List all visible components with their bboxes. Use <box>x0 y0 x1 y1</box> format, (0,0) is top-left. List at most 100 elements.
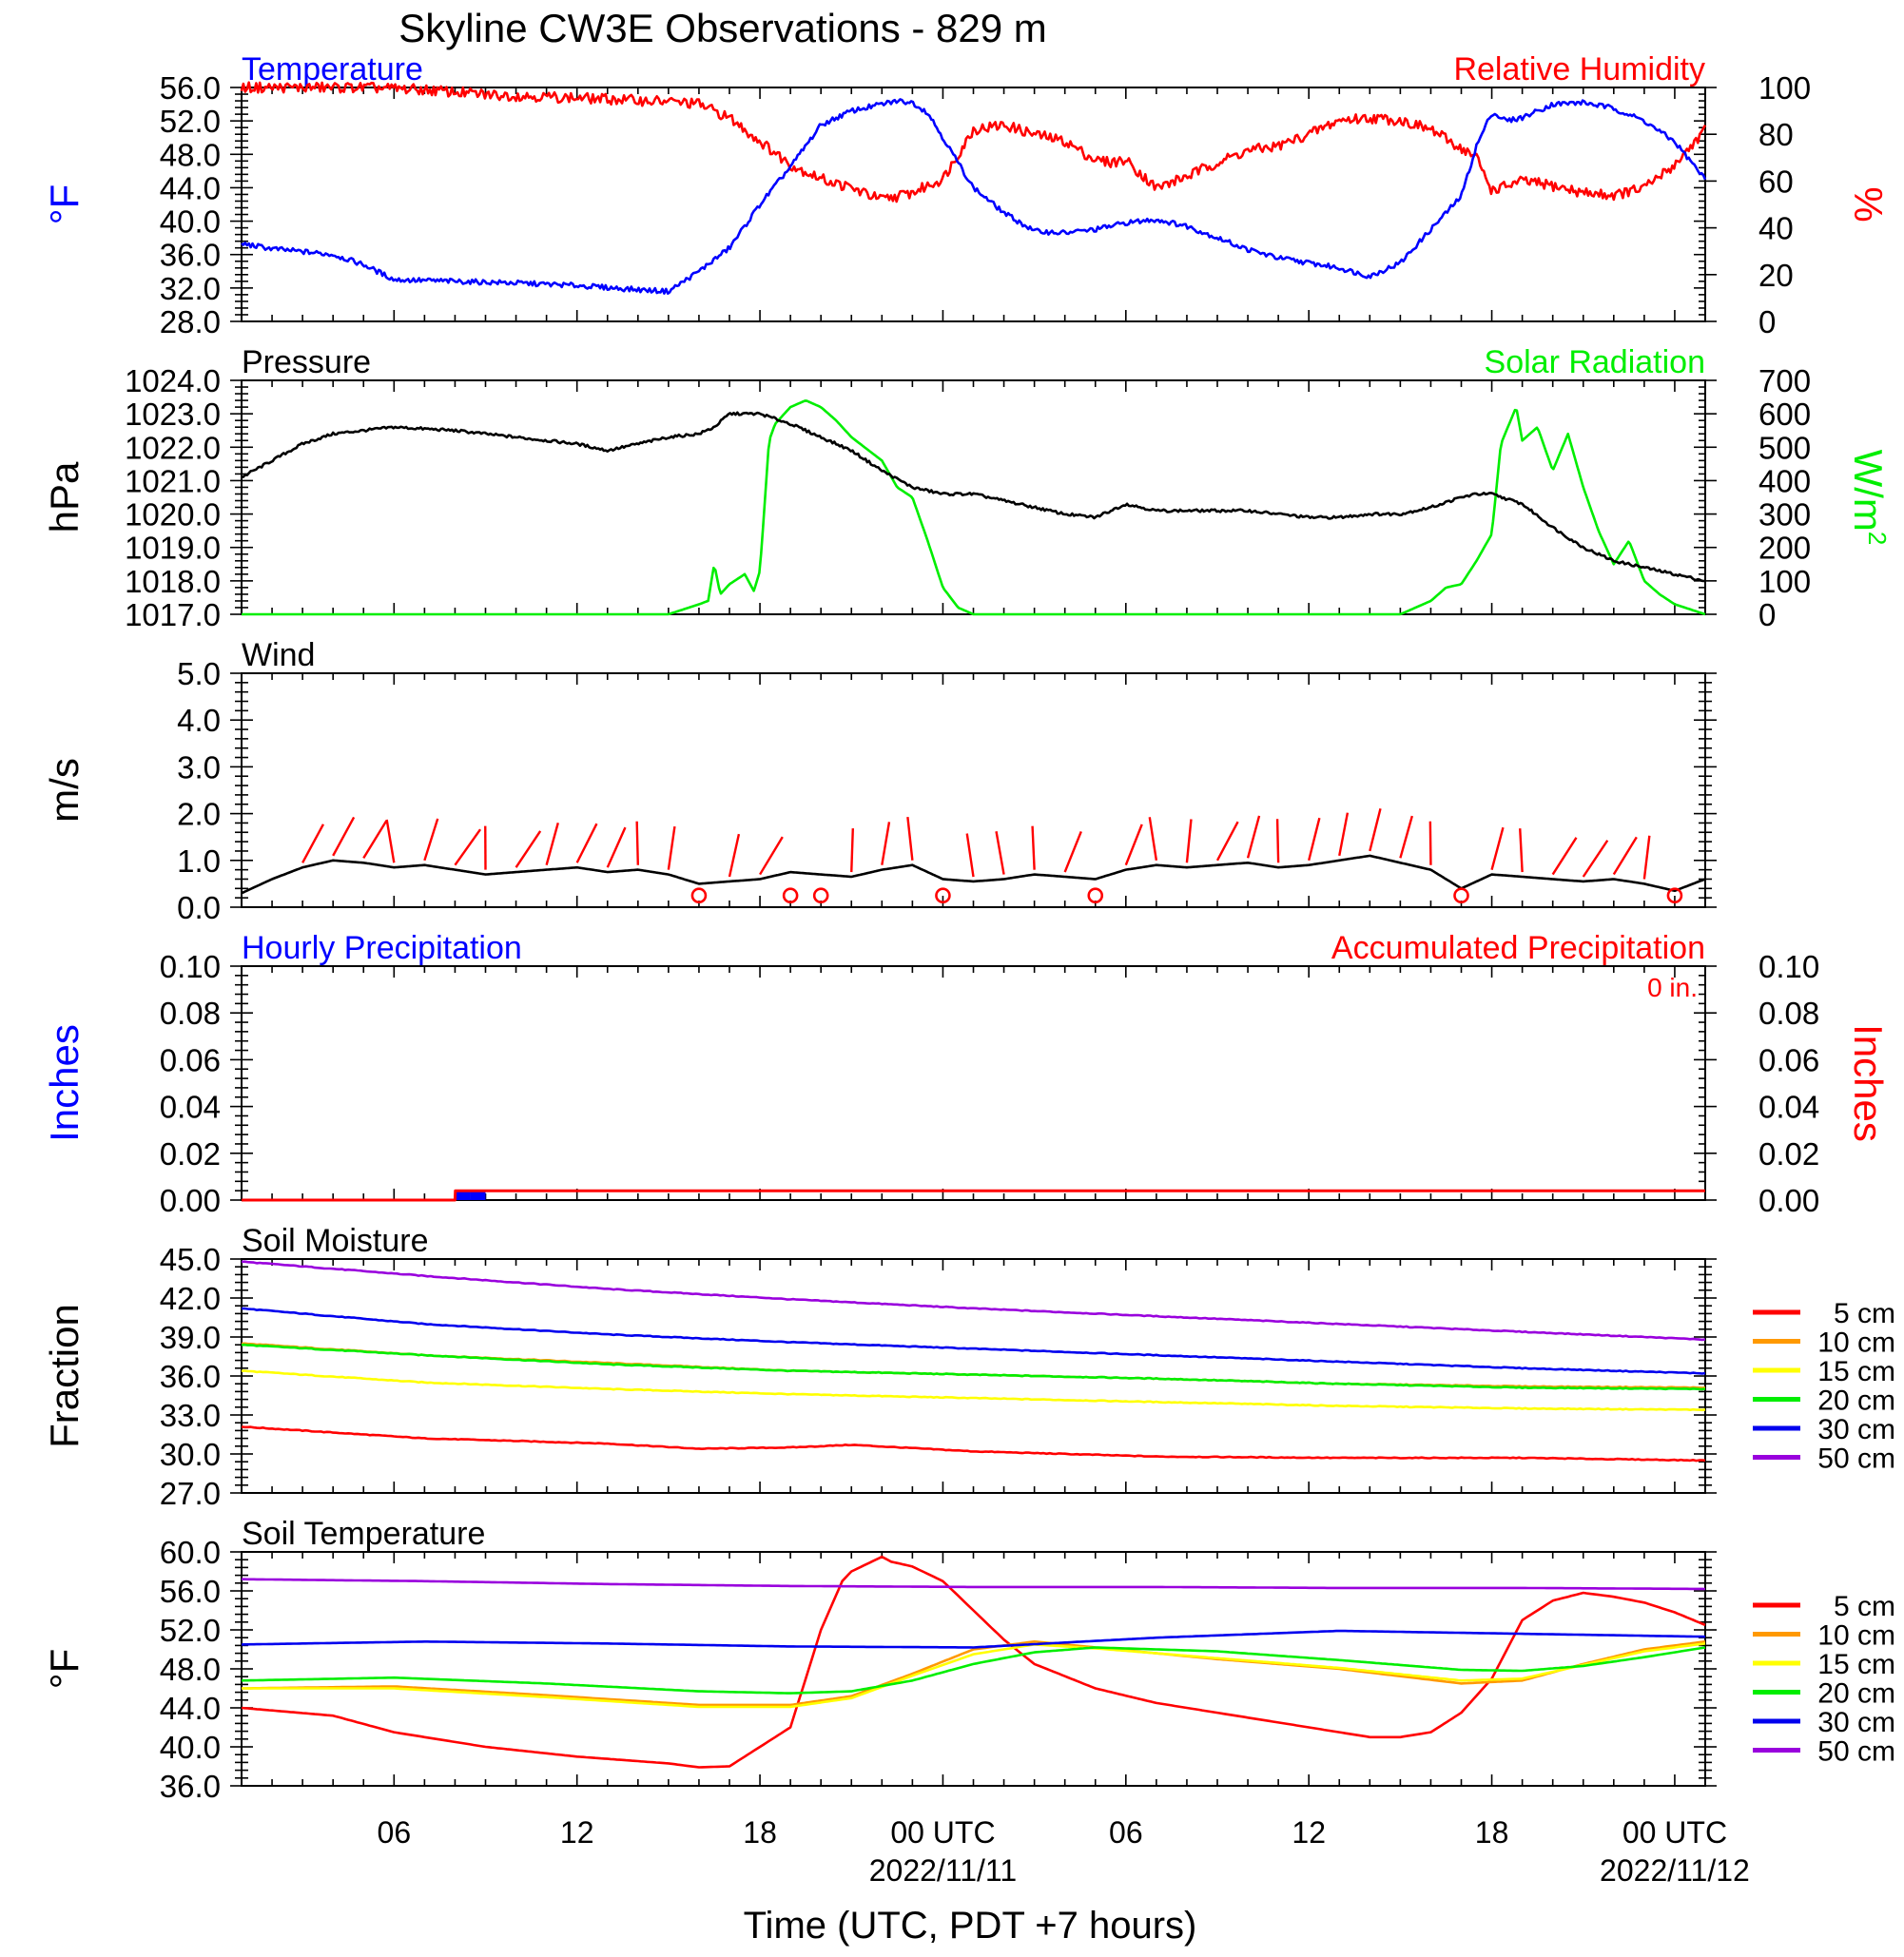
wind-barb <box>1338 812 1350 857</box>
y-axis-unit-left: °F <box>42 184 87 224</box>
panel-title-right: Relative Humidity <box>1453 51 1705 87</box>
legend-label: 30 cm <box>1817 1414 1895 1445</box>
legend-label: 50 cm <box>1817 1444 1895 1475</box>
x-tick-label: 12 <box>560 1815 594 1850</box>
soil-temperature-line <box>241 1629 1706 1649</box>
x-tick-label: 06 <box>1109 1815 1143 1850</box>
wind-barb <box>1612 836 1638 876</box>
wind-barb <box>385 819 396 863</box>
y-tick-label-left: 48.0 <box>160 1652 221 1687</box>
y-axis-unit-right: W/m2 <box>1846 450 1892 546</box>
wind-barb <box>759 836 784 876</box>
wind-barb <box>1582 840 1609 878</box>
temperature-panel: 28.032.036.040.044.048.052.056.0 0 20 40 60 8… <box>42 51 1891 339</box>
soil-moisture-panel: 27.0 30.0 33.0 36.0 39.0 42.0 45.0 Soil Moistur… <box>42 1223 1717 1511</box>
y-axis-unit-left: hPa <box>42 461 87 533</box>
pressure-panel: 1017.01018.01019.01020.01021.01022.01023… <box>42 344 1892 632</box>
y-tick-label-left: 52.0 <box>160 104 221 139</box>
x-tick-label: 06 <box>378 1815 412 1850</box>
y-tick-label-right: 300 <box>1758 497 1811 533</box>
y-axis-unit-left: °F <box>42 1649 87 1689</box>
y-axis-unit-left: m/s <box>42 758 87 823</box>
figure-title: Skyline CW3E Observations - 829 m <box>398 6 1047 50</box>
hourly-precip-bar <box>470 1191 486 1200</box>
legend-label: 20 cm <box>1817 1678 1895 1710</box>
panel-title-left: Pressure <box>242 344 371 380</box>
y-tick-label-left: 45.0 <box>160 1242 221 1277</box>
soil-temperature-line <box>241 1555 1706 1769</box>
wind-barb <box>1185 819 1193 863</box>
y-tick-label-right: 40 <box>1758 211 1794 246</box>
y-tick-label-right: 700 <box>1758 363 1811 398</box>
wind-barb <box>606 826 627 868</box>
soil-moisture-line <box>241 1260 1706 1342</box>
x-tick-date: 2022/11/11 <box>869 1853 1017 1888</box>
y-tick-label-right: 60 <box>1758 164 1794 199</box>
y-tick-label-left: 1.0 <box>177 843 221 879</box>
wind-barb <box>423 818 439 862</box>
wind-barb <box>1642 835 1651 880</box>
y-tick-label-left: 0.0 <box>177 890 221 925</box>
y-tick-label-left: 32.0 <box>160 271 221 306</box>
y-tick-label-right: 20 <box>1758 258 1794 293</box>
y-tick-label-right: 0.10 <box>1758 949 1819 984</box>
y-tick-label-right: 200 <box>1758 531 1811 566</box>
y-tick-label-left: 0.10 <box>160 949 221 984</box>
pressure-line <box>241 411 1706 583</box>
x-tick-label: 18 <box>743 1815 777 1850</box>
legend-label: 30 cm <box>1817 1707 1895 1738</box>
calm-wind-marker <box>812 887 829 904</box>
y-tick-label-left: 1020.0 <box>125 497 221 533</box>
y-tick-label-left: 0.02 <box>160 1136 221 1172</box>
y-tick-label-right: 0 <box>1758 597 1776 632</box>
temperature-line <box>241 98 1707 295</box>
wind-barb <box>1490 826 1505 870</box>
y-tick-label-left: 0.08 <box>160 996 221 1031</box>
x-tick-label: 18 <box>1475 1815 1509 1850</box>
wind-barb <box>301 823 324 863</box>
y-tick-label-right: 500 <box>1758 430 1811 465</box>
wind-barb <box>1246 815 1261 859</box>
calm-wind-marker <box>690 887 708 904</box>
y-tick-label-left: 1022.0 <box>125 430 221 465</box>
y-axis-unit-left: Fraction <box>42 1304 87 1448</box>
y-axis-unit-right: % <box>1846 186 1891 222</box>
y-tick-label-left: 36.0 <box>160 238 221 273</box>
soil-moisture-line <box>241 1343 1706 1391</box>
y-axis-unit-right: Inches <box>1846 1024 1891 1142</box>
legend-label: 15 cm <box>1817 1649 1895 1680</box>
panel-title-left: Hourly Precipitation <box>242 930 522 966</box>
y-tick-label-right: 600 <box>1758 397 1811 432</box>
y-tick-label-right: 0.08 <box>1758 996 1819 1031</box>
y-tick-label-right: 400 <box>1758 463 1811 498</box>
wind-barb <box>1551 837 1578 876</box>
y-tick-label-left: 3.0 <box>177 749 221 785</box>
y-tick-label-left: 40.0 <box>160 1730 221 1765</box>
y-tick-label-left: 5.0 <box>177 656 221 691</box>
legend-label: 10 cm <box>1817 1620 1895 1652</box>
hourly-precip-bar <box>455 1191 471 1200</box>
y-tick-label-left: 1021.0 <box>125 463 221 498</box>
soil-temperature-line <box>242 1642 1706 1709</box>
x-tick-label: 12 <box>1292 1815 1326 1850</box>
y-tick-label-left: 4.0 <box>177 703 221 738</box>
soil-temperature-line <box>241 1646 1706 1695</box>
y-tick-label-left: 52.0 <box>160 1613 221 1648</box>
soil-temperature-panel: 36.0 40.0 44.0 48.0 52.0 56.0 60.0 Soil Tempera… <box>42 1516 1717 1804</box>
y-tick-label-left: 44.0 <box>160 1691 221 1726</box>
wind-barb <box>1369 808 1382 852</box>
y-tick-label-left: 36.0 <box>160 1769 221 1804</box>
x-axis-label: Time (UTC, PDT +7 hours) <box>744 1905 1197 1947</box>
y-tick-label-left: 1017.0 <box>125 597 221 632</box>
y-axis-unit-superscript: 2 <box>1863 532 1892 545</box>
y-tick-label-right: 0 <box>1758 304 1776 339</box>
panel-title-left: Temperature <box>242 51 423 87</box>
wind-barb <box>965 833 975 878</box>
wind-barb <box>1124 823 1143 866</box>
panel-title-left: Wind <box>242 637 315 673</box>
wind-barb <box>1519 828 1524 873</box>
y-tick-label-right: 80 <box>1758 117 1794 152</box>
y-tick-label-left: 60.0 <box>160 1535 221 1570</box>
y-tick-label-left: 0.04 <box>160 1090 221 1125</box>
